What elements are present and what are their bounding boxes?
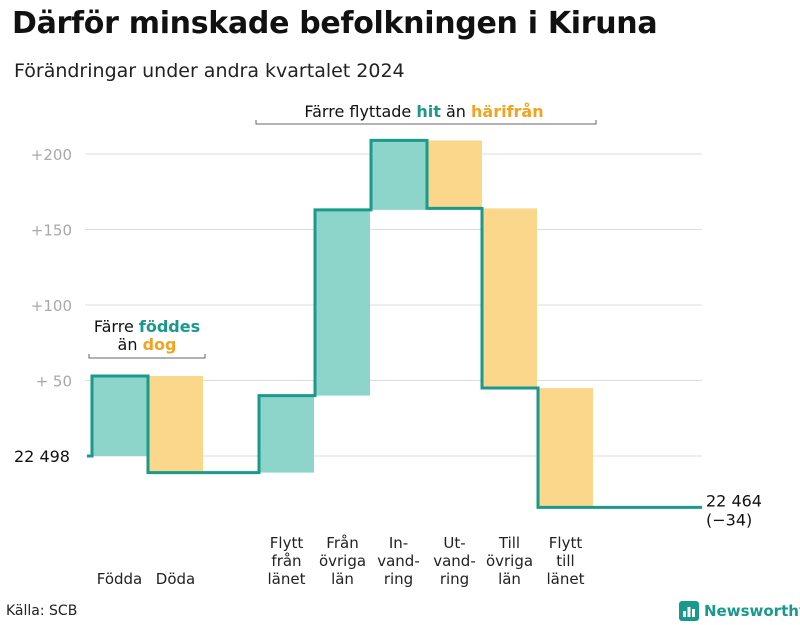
x-category-label: länet	[268, 570, 306, 588]
x-category-label: Ut-	[443, 534, 465, 552]
waterfall-bar	[315, 209, 370, 396]
bars	[92, 140, 593, 508]
x-category-label: ring	[384, 570, 413, 588]
x-category-label: vand-	[377, 552, 420, 570]
start-value-label: 22 498	[14, 447, 70, 466]
moves-annotation: Färre flyttade hit än härifrån	[304, 102, 543, 121]
waterfall-bar	[259, 395, 314, 473]
x-category-label: till	[556, 552, 574, 570]
chart-subtitle: Förändringar under andra kvartalet 2024	[14, 60, 405, 82]
x-category-label: vand-	[433, 552, 476, 570]
x-category-label: Döda	[156, 570, 195, 588]
value-labels: 22 498 22 464(−34)	[14, 447, 762, 529]
x-category-label: från	[271, 552, 301, 570]
x-category-label: länet	[547, 570, 585, 588]
waterfall-bar	[482, 208, 537, 389]
x-category-label: ring	[440, 570, 469, 588]
waterfall-bar	[92, 375, 147, 456]
y-axis-ticks: +200 +150 +100 + 50	[31, 146, 72, 391]
y-tick-label: +150	[31, 222, 72, 240]
births-bracket	[88, 354, 206, 359]
births-annotation-line1: Färre föddes	[94, 317, 200, 336]
brand-name: Newsworthy	[704, 602, 800, 620]
x-category-label: Födda	[97, 570, 143, 588]
waterfall-bar	[427, 140, 482, 209]
waterfall-bar	[538, 388, 593, 508]
end-value-label: 22 464	[706, 491, 762, 510]
x-category-label: Flytt	[270, 534, 304, 552]
page-title: Därför minskade befolkningen i Kiruna	[12, 6, 658, 41]
x-axis-categories: Födda DödaFlyttfrånlänetFrånövrigalänIn-v…	[97, 534, 585, 588]
source-note: Källa: SCB	[6, 603, 78, 619]
end-change-label: (−34)	[706, 510, 752, 529]
y-tick-label: +100	[31, 297, 72, 315]
births-annotation-line2: än dog	[118, 335, 177, 354]
waterfall-bar	[371, 140, 426, 210]
x-category-label: Flytt	[549, 534, 583, 552]
x-category-label: övriga	[319, 552, 366, 570]
bar-chart-logo-icon	[679, 601, 699, 621]
waterfall-bar	[148, 375, 203, 473]
x-category-label: In-	[389, 534, 408, 552]
x-category-label: Från	[326, 534, 358, 552]
brand-logo: Newsworthy	[679, 601, 800, 621]
x-category-label: Till	[498, 534, 520, 552]
moves-bracket	[255, 120, 597, 125]
cumulative-step-line	[87, 138, 702, 509]
y-tick-label: +200	[31, 146, 72, 164]
step-line	[87, 138, 702, 509]
x-category-label: övriga	[486, 552, 533, 570]
x-category-label: län	[498, 570, 521, 588]
y-tick-label: + 50	[36, 373, 72, 391]
x-category-label: län	[331, 570, 354, 588]
